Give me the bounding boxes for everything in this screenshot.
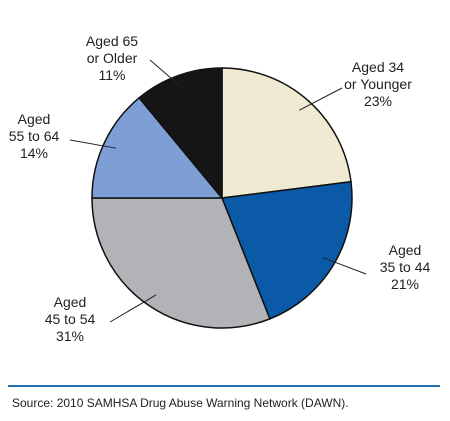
slice-label-line: 11% <box>99 67 126 83</box>
source-note: Source: 2010 SAMHSA Drug Abuse Warning N… <box>12 396 349 410</box>
leader-lines <box>69 59 367 323</box>
slice-label-line: Aged 65 <box>86 33 138 49</box>
slice-label-line: or Younger <box>344 76 412 92</box>
slice-label-line: or Older <box>87 50 138 66</box>
slice-label-line: 35 to 44 <box>380 259 431 275</box>
slice-label-line: Aged <box>389 242 422 258</box>
pie-slice-4 <box>91 96 224 199</box>
slice-label-line: Aged <box>18 111 51 127</box>
slice-labels: Aged 34 or Younger 23%Aged 35 to 44 21%Aged 4… <box>9 33 431 344</box>
leader-line-2 <box>322 257 367 275</box>
slice-label-1: Aged 34 or Younger 23% <box>344 59 412 109</box>
slice-label-line: 21% <box>391 276 419 292</box>
slice-label-line: 14% <box>20 145 48 161</box>
pie-slice-1 <box>221 67 352 199</box>
slice-label-3: Aged 45 to 54 31% <box>45 294 96 344</box>
pie-slices <box>91 67 353 329</box>
leader-line-3 <box>109 294 157 323</box>
pie-slice-2 <box>220 180 353 320</box>
leader-line-4 <box>69 139 117 149</box>
pie-slice-5 <box>138 67 223 201</box>
slice-label-2: Aged 35 to 44 21% <box>380 242 431 292</box>
leader-line-1 <box>299 87 343 111</box>
slice-label-line: Aged <box>54 294 87 310</box>
slice-label-line: 23% <box>364 93 392 109</box>
slice-label-4: Aged 55 to 64 14% <box>9 111 60 161</box>
slice-label-line: 55 to 64 <box>9 128 60 144</box>
leader-line-5 <box>149 59 183 89</box>
slice-label-line: 45 to 54 <box>45 311 96 327</box>
slice-label-line: 31% <box>56 328 84 344</box>
pie-slice-3 <box>91 197 271 329</box>
slice-label-line: Aged 34 <box>352 59 404 75</box>
slice-label-5: Aged 65 or Older 11% <box>86 33 138 83</box>
